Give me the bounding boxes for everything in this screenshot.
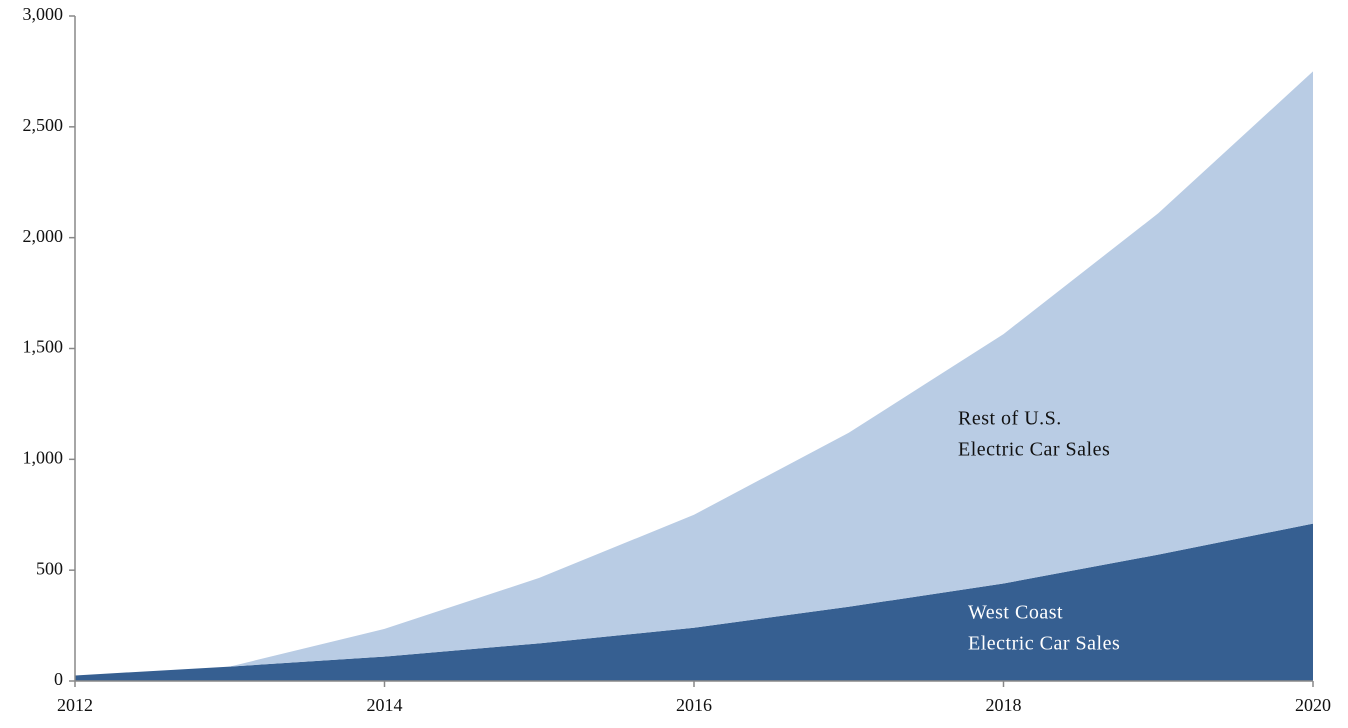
y-tick-label: 2,500 [23,115,64,135]
y-tick-label: 500 [36,558,63,578]
area [75,523,1313,681]
x-tick-label: 2016 [676,695,712,715]
area [75,71,1313,676]
annotation: West Coast [968,602,1063,624]
x-tick-label: 2012 [57,695,93,715]
x-tick-label: 2018 [986,695,1022,715]
y-tick-label: 3,000 [23,4,64,24]
annotation: Electric Car Sales [958,439,1110,461]
y-tick-label: 2,000 [23,226,64,246]
annotation: Electric Car Sales [968,633,1120,655]
annotation: Rest of U.S. [958,408,1062,430]
y-tick-label: 0 [54,669,63,689]
x-tick-label: 2014 [367,695,403,715]
y-tick-label: 1,000 [23,447,64,467]
y-tick-label: 1,500 [23,337,64,357]
x-tick-label: 2020 [1295,695,1331,715]
